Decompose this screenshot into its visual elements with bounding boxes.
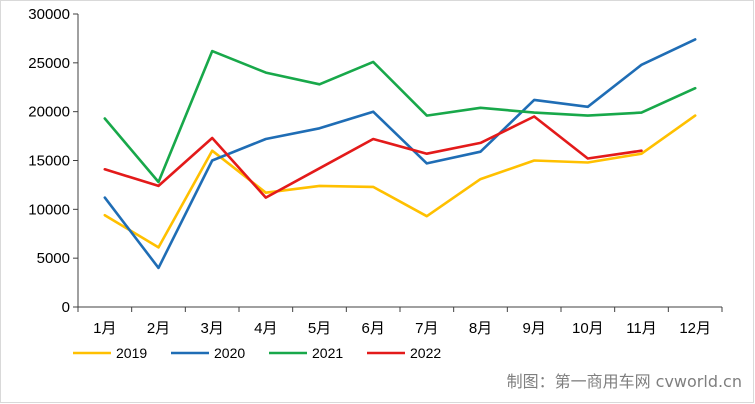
- y-tick-label: 25000: [28, 55, 70, 72]
- x-tick-label: 3月: [200, 320, 223, 337]
- x-tick-label: 2月: [147, 320, 170, 337]
- y-tick-label: 10000: [28, 201, 70, 218]
- legend-label-2019: 2019: [116, 345, 147, 361]
- y-tick-label: 20000: [28, 104, 70, 121]
- y-tick-label: 15000: [28, 153, 70, 170]
- x-tick-label: 10月: [572, 320, 604, 337]
- x-tick-label: 9月: [522, 320, 545, 337]
- legend-label-2022: 2022: [410, 345, 441, 361]
- x-tick-label: 4月: [254, 320, 277, 337]
- legend-label-2020: 2020: [214, 345, 245, 361]
- x-tick-label: 6月: [361, 320, 384, 337]
- legend-label-2021: 2021: [312, 345, 343, 361]
- y-tick-label: 0: [62, 299, 70, 316]
- x-tick-label: 8月: [469, 320, 492, 337]
- y-tick-label: 5000: [37, 250, 70, 267]
- x-tick-label: 1月: [93, 320, 116, 337]
- x-tick-label: 12月: [679, 320, 711, 337]
- x-tick-label: 5月: [308, 320, 331, 337]
- watermark-text: 制图：第一商用车网 cvworld.cn: [507, 372, 742, 391]
- x-tick-label: 7月: [415, 320, 438, 337]
- x-tick-label: 11月: [626, 320, 657, 337]
- y-tick-label: 30000: [28, 6, 70, 23]
